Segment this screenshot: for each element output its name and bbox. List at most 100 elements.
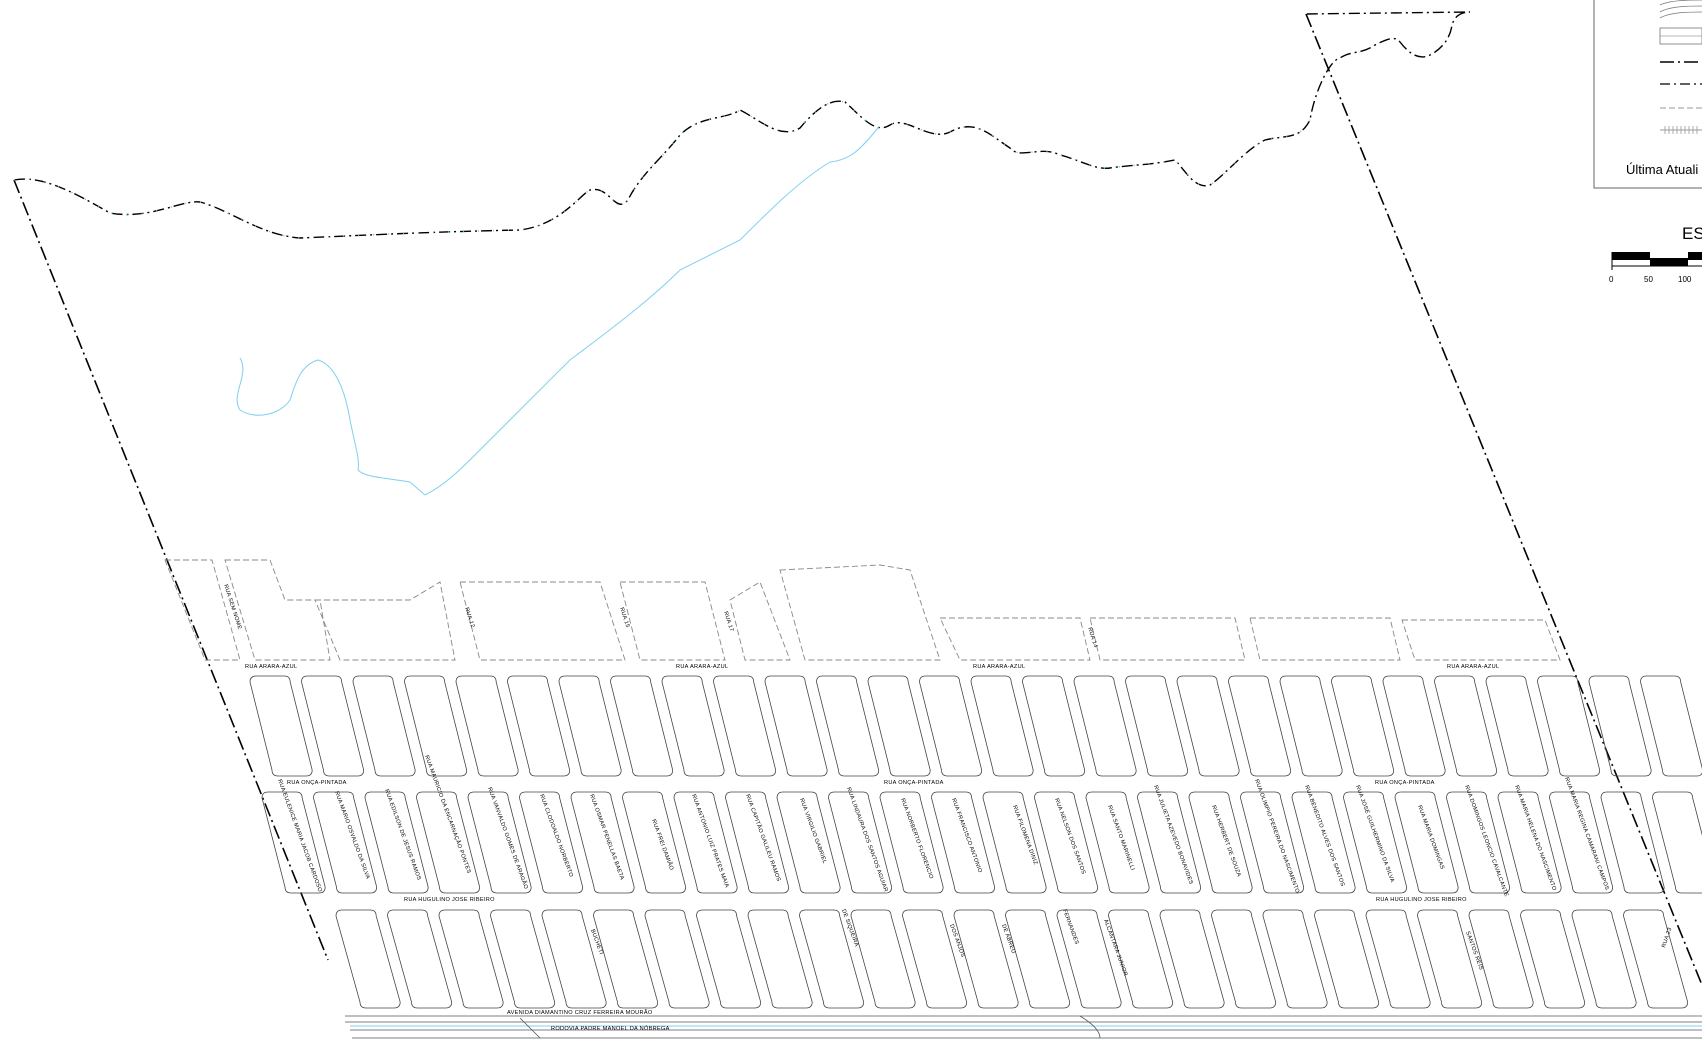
city-block bbox=[519, 791, 584, 894]
street-label-huguline-2: RUA HUGULINO JOSE RIBEIRO bbox=[1376, 897, 1467, 903]
city-block bbox=[404, 675, 468, 777]
street-label-v13: RUA NORBERTO FLORENCIO bbox=[899, 798, 934, 881]
city-block bbox=[1188, 791, 1253, 894]
street-label-v11: RUA VIRGILIO GABRIEL bbox=[798, 798, 827, 865]
city-block bbox=[1279, 675, 1343, 777]
city-block bbox=[1056, 909, 1122, 1009]
city-block bbox=[1125, 675, 1189, 777]
street-label-l01: BUCHETI bbox=[589, 929, 604, 956]
street-label-l04: DE ABREU bbox=[1000, 924, 1016, 955]
city-block bbox=[644, 909, 710, 1009]
city-block bbox=[713, 675, 777, 777]
street-label-v07: RUA OSMAR PENELLAS BAETA bbox=[588, 794, 625, 881]
vertical-street-labels: RUA EULENICE MARIA JACOB CARDOSO RUA MARI… bbox=[276, 754, 1610, 977]
city-block bbox=[816, 675, 880, 777]
street-label-onca-pintada-2: RUA ONÇA-PINTADA bbox=[884, 780, 944, 786]
city-block bbox=[1211, 909, 1277, 1009]
river-boundary-dots bbox=[13, 100, 1311, 239]
street-label-rua12: RUA 12 bbox=[463, 607, 475, 629]
city-block bbox=[1571, 909, 1637, 1009]
city-block bbox=[455, 675, 519, 777]
street-label-v23: RUA MARIA DOMINGAS bbox=[1416, 805, 1445, 871]
street-label-v24: RUA DOMINGOS LEONCIO CAVALCANTE bbox=[1463, 785, 1509, 898]
property-boundary-west bbox=[13, 179, 329, 961]
city-block bbox=[593, 909, 659, 1009]
city-block bbox=[570, 791, 635, 894]
scale-tick-100: 100 bbox=[1678, 275, 1692, 284]
city-block bbox=[1228, 675, 1292, 777]
city-block bbox=[1382, 675, 1446, 777]
city-block bbox=[541, 909, 607, 1009]
street-label-arara-azul-2: RUA ARARA-AZUL bbox=[676, 664, 728, 670]
city-block bbox=[352, 675, 416, 777]
street-label-v17: RUA SANTO MARINELLI bbox=[1106, 805, 1135, 872]
street-label-v05: RUA VANVALDO GOMES DE ARAGÃO bbox=[486, 786, 530, 890]
street-label-v21: RUA BENEDITO ALVES DOS SANTOS bbox=[1303, 785, 1345, 888]
city-block bbox=[673, 791, 738, 894]
street-label-v20: RUA OLIMPIO PEREIRA DO NASCIMENTO bbox=[1253, 779, 1300, 895]
street-label-avenida: AVENIDA DIAMANTINO CRUZ FERREIRA MOURÃO bbox=[507, 1009, 653, 1016]
city-block bbox=[1034, 791, 1099, 894]
city-block bbox=[970, 675, 1034, 777]
highway-corridor bbox=[345, 1015, 1702, 1039]
street-label-onca-pintada-3: RUA ONÇA-PINTADA bbox=[1375, 780, 1435, 786]
street-label-v08: RUA FREI DAMIÃO bbox=[650, 818, 675, 871]
city-block bbox=[467, 791, 532, 894]
scale-title: ES bbox=[1682, 224, 1702, 243]
city-block bbox=[438, 909, 504, 1009]
city-block bbox=[902, 909, 968, 1009]
city-block bbox=[919, 675, 983, 777]
street-label-rua15: RUA 15 bbox=[618, 607, 630, 629]
legend-panel: Última Atuali bbox=[1593, 0, 1702, 189]
city-block bbox=[1022, 675, 1086, 777]
stream-diagonal bbox=[424, 127, 879, 496]
street-label-v10: RUA CAPITÃO GALILEU RAMOS bbox=[744, 793, 782, 882]
city-block bbox=[261, 791, 326, 894]
city-block bbox=[1159, 909, 1225, 1009]
city-block bbox=[1314, 909, 1380, 1009]
street-label-rodovia: RODOVIA PADRE MANOEL DA NÓBREGA bbox=[551, 1025, 670, 1032]
city-block bbox=[725, 791, 790, 894]
city-block bbox=[1497, 791, 1562, 894]
city-block bbox=[416, 791, 481, 894]
street-label-v06: RUA CLODOALDO NORBERTO bbox=[538, 794, 574, 879]
city-block bbox=[1549, 791, 1614, 894]
street-label-l03: DOS ANJOS bbox=[948, 924, 966, 959]
street-label-v15: RUA FILOMENA DINIZ bbox=[1011, 805, 1038, 866]
blocks-middle-row bbox=[249, 675, 1702, 777]
street-label-rua14: RUA 14 bbox=[1086, 627, 1098, 649]
city-block bbox=[1365, 909, 1431, 1009]
stream-branch bbox=[236, 357, 426, 496]
blocks-lower-row bbox=[261, 791, 1702, 894]
lot-outlines bbox=[164, 559, 1561, 661]
street-label-rua17: RUA 17 bbox=[722, 611, 734, 633]
street-label-v16: RUA NELSON DOS SANTOS bbox=[1053, 798, 1086, 876]
city-block bbox=[1588, 675, 1652, 777]
city-block bbox=[313, 791, 378, 894]
city-block bbox=[364, 791, 429, 894]
city-block bbox=[1468, 909, 1534, 1009]
city-block bbox=[982, 791, 1047, 894]
city-block bbox=[558, 675, 622, 777]
street-label-v19: RUA HERBERT DE SOUZA bbox=[1210, 805, 1242, 878]
city-block bbox=[387, 909, 453, 1009]
city-block bbox=[1652, 791, 1702, 894]
river-boundary bbox=[13, 11, 1471, 239]
street-label-arara-azul-3: RUA ARARA-AZUL bbox=[973, 664, 1025, 670]
street-label-v09: RUA ANTONIO LUIZ PRATES MAIA bbox=[690, 794, 729, 889]
city-block bbox=[1520, 909, 1586, 1009]
street-label-v22: RUA JOSÉ GUILHERMINO DA SILVA bbox=[1354, 784, 1396, 883]
city-block bbox=[661, 675, 725, 777]
scale-tick-0: 0 bbox=[1609, 275, 1614, 284]
city-block bbox=[828, 791, 893, 894]
city-block bbox=[799, 909, 865, 1009]
city-block bbox=[1417, 909, 1483, 1009]
city-block bbox=[1262, 909, 1328, 1009]
city-block bbox=[776, 791, 841, 894]
city-block bbox=[1085, 791, 1150, 894]
city-block bbox=[1640, 675, 1702, 777]
city-block bbox=[879, 791, 944, 894]
city-block bbox=[764, 675, 828, 777]
city-block bbox=[1137, 791, 1202, 894]
city-block bbox=[610, 675, 674, 777]
